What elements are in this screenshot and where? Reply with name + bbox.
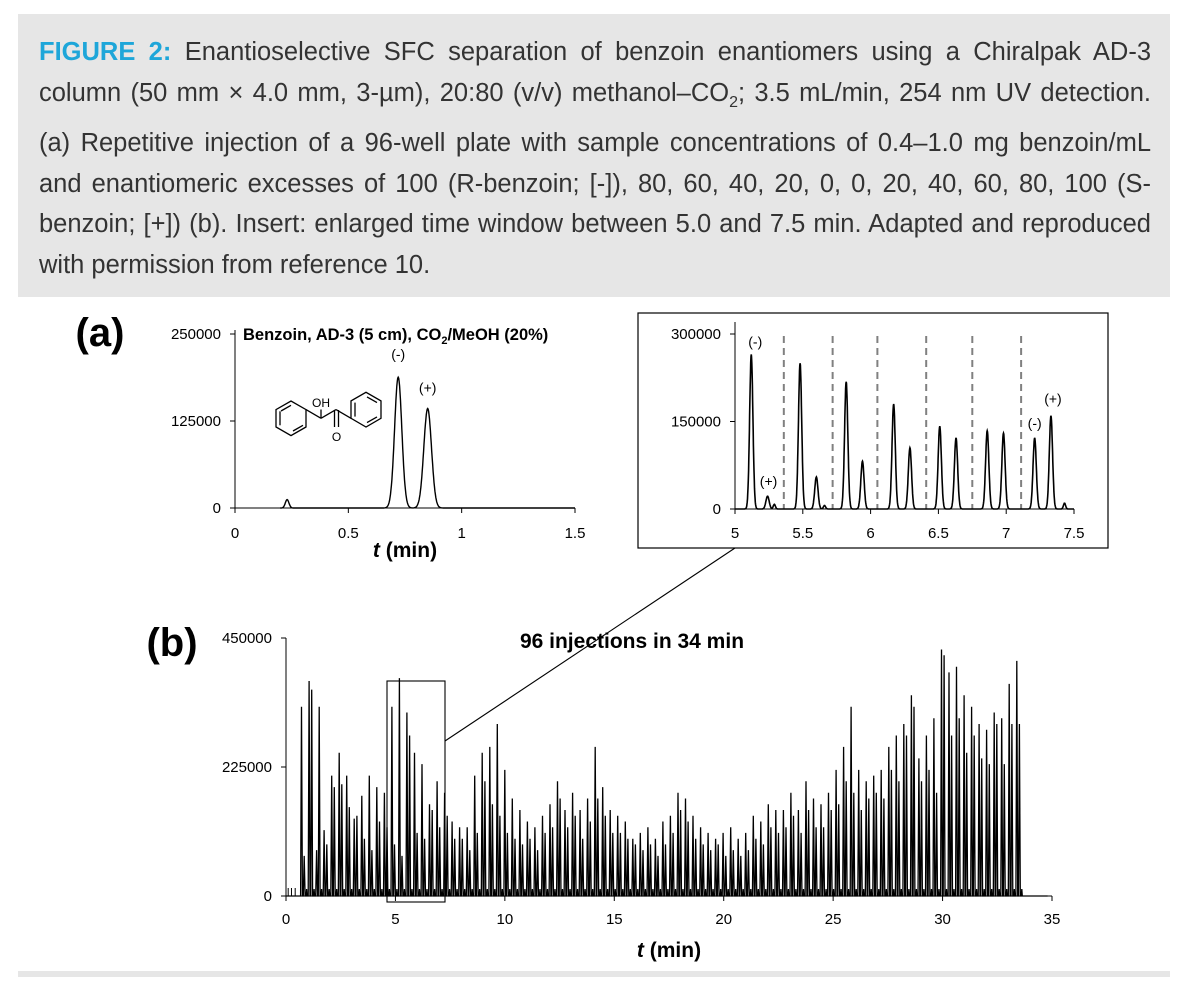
peak-label: (+) <box>419 379 437 395</box>
panel-a-title-subscript: 2 <box>441 335 447 347</box>
y-tick-label: 0 <box>264 888 272 905</box>
benzoin-right-ring-double-bond-3 <box>366 416 378 424</box>
x-tick-label: 7 <box>1002 525 1010 542</box>
inset-axes: 0 150000 300000 5 5.5 6 6.5 7 7.5 <box>671 322 1084 542</box>
benzoin-o-label: O <box>332 430 341 444</box>
y-tick-label: 0 <box>713 501 721 518</box>
x-axis-label-unit: (min) <box>644 939 701 962</box>
panel-a-chart: (a) Benzoin, AD-3 (5 cm), CO2/MeOH (20%)… <box>76 311 586 562</box>
caption-text-1: Enantioselective SFC separation of benzo… <box>39 38 1152 107</box>
panel-b-chromatogram-trace <box>286 649 1048 897</box>
zoom-connector-line <box>444 547 736 742</box>
panel-b-plot-area <box>286 649 1048 897</box>
x-tick-label: 20 <box>715 911 732 928</box>
panel-a-title: Benzoin, AD-3 (5 cm), CO2/MeOH (20%) <box>243 326 548 347</box>
benzoin-bond-ring-to-carbinol <box>305 409 322 419</box>
x-tick-label: 15 <box>606 911 623 928</box>
x-axis-label: t (min) <box>373 539 437 562</box>
caption-co2-subscript: 2 <box>729 93 738 111</box>
x-tick-label: 0 <box>231 525 239 542</box>
x-axis-label-unit: (min) <box>380 539 437 562</box>
y-tick-label: 450000 <box>222 630 272 647</box>
x-tick-label: 10 <box>497 911 514 928</box>
x-tick-label: 1 <box>457 525 465 542</box>
peak-label: (-) <box>391 346 405 362</box>
y-tick-label: 125000 <box>171 413 221 430</box>
x-tick-label: 7.5 <box>1064 525 1085 542</box>
benzoin-oh-label: OH <box>312 396 330 410</box>
y-tick-label: 225000 <box>222 759 272 776</box>
x-tick-label: 30 <box>934 911 951 928</box>
x-tick-label: 6 <box>866 525 874 542</box>
chromatogram-trace <box>280 375 575 509</box>
x-tick-label: 25 <box>825 911 842 928</box>
y-tick-label: 0 <box>213 500 221 517</box>
panel-b-chart: (b) 96 injections in 34 min 0 225000 45000… <box>146 547 1060 962</box>
panel-a-plot-area: (-) (+) <box>280 346 575 509</box>
panel-a-label: (a) <box>76 311 125 355</box>
x-tick-label: 1.5 <box>565 525 586 542</box>
caption-box: FIGURE 2: Enantioselective SFC separatio… <box>18 14 1170 297</box>
panel-a-title-part-1: Benzoin, AD-3 (5 cm), CO <box>243 326 441 344</box>
x-axis-label: t (min) <box>637 939 701 962</box>
inset-peak-label: (+) <box>1044 391 1062 407</box>
inset-peak-label: (-) <box>1028 415 1042 431</box>
panel-a-title-part-2: /MeOH (20%) <box>447 326 548 344</box>
x-axis-label-symbol: t <box>637 939 645 962</box>
x-tick-label: 5 <box>731 525 739 542</box>
panel-b-annotation: 96 injections in 34 min <box>520 630 744 653</box>
x-tick-label: 6.5 <box>928 525 949 542</box>
x-tick-label: 0 <box>282 911 290 928</box>
benzoin-left-ring-double-bond-3 <box>292 424 304 432</box>
x-tick-label: 35 <box>1044 911 1061 928</box>
figure-frame-bottom <box>18 971 1170 977</box>
figure-label: FIGURE 2: <box>39 38 172 66</box>
inset-peak-label: (+) <box>760 473 778 489</box>
inset-plot-area: (-)(+)(-)(+) <box>735 333 1074 510</box>
x-tick-label: 5.5 <box>792 525 813 542</box>
x-axis-label-symbol: t <box>373 539 381 562</box>
benzoin-right-phenyl-ring <box>350 391 382 428</box>
inset-chromatogram-trace <box>735 354 1074 510</box>
y-tick-label: 150000 <box>671 414 721 431</box>
inset-frame <box>637 312 1109 549</box>
figure-caption: FIGURE 2: Enantioselective SFC separatio… <box>39 32 1151 285</box>
x-tick-label: 5 <box>391 911 399 928</box>
panel-a-axes: 0 125000 250000 0 0.5 1 1.5 t (min) <box>171 326 585 562</box>
benzoin-bond-carbonyl-to-ring <box>335 409 352 419</box>
benzoin-left-ring-double-bond-1 <box>280 404 292 412</box>
y-tick-label: 250000 <box>171 326 221 343</box>
panel-b-axes: 0 225000 450000 0 5 10 15 20 25 30 35 t (min) <box>222 630 1060 962</box>
y-tick-label: 300000 <box>671 326 721 343</box>
benzoin-bond-carbinol-to-carbonyl <box>320 409 337 419</box>
zoom-window-box <box>386 680 446 903</box>
benzoin-right-ring-double-bond-2 <box>366 396 378 404</box>
caption-text-2: ; 3.5 mL/min, 254 nm UV detection. (a) R… <box>39 78 1151 279</box>
benzoin-structure <box>275 391 382 437</box>
panel-b-label: (b) <box>146 621 197 665</box>
inset-peak-label: (-) <box>748 333 762 349</box>
x-tick-label: 0.5 <box>338 525 359 542</box>
